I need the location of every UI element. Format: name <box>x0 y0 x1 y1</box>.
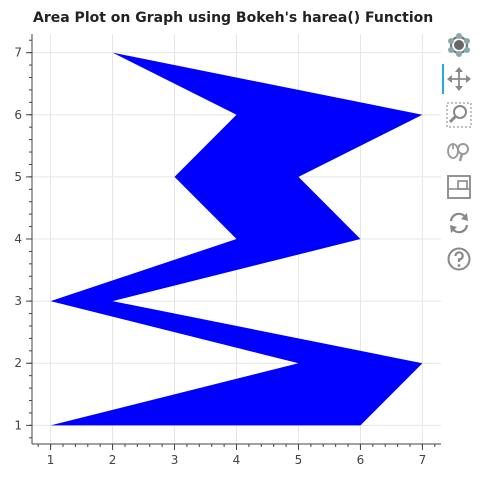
x-tick-label: 7 <box>419 453 427 467</box>
pan-tool-icon[interactable] <box>446 66 472 92</box>
y-tick-label: 4 <box>14 232 22 246</box>
y-tick-label: 7 <box>14 46 22 60</box>
help-tool-icon[interactable] <box>446 246 472 272</box>
y-tick-label: 2 <box>14 356 22 370</box>
axes: 1 2 3 4 5 6 7 1 2 3 4 5 6 7 <box>14 34 441 467</box>
wheel-zoom-tool-icon[interactable] <box>446 138 472 164</box>
x-tick-label: 6 <box>357 453 365 467</box>
bokeh-logo-icon[interactable] <box>446 32 472 58</box>
harea-polygon <box>50 52 423 426</box>
y-tick-label: 6 <box>14 108 22 122</box>
y-tick-label: 3 <box>14 294 22 308</box>
reset-tool-icon[interactable] <box>446 210 472 236</box>
active-tool-indicator <box>442 64 444 94</box>
x-tick-label: 2 <box>109 453 117 467</box>
chart-title: Area Plot on Graph using Bokeh's harea()… <box>33 10 434 26</box>
y-tick-label: 5 <box>14 170 22 184</box>
x-tick-label: 5 <box>295 453 303 467</box>
y-tick-label: 1 <box>14 418 22 432</box>
x-tick-label: 3 <box>171 453 179 467</box>
save-tool-icon[interactable] <box>446 174 472 200</box>
box-zoom-tool-icon[interactable] <box>446 102 472 128</box>
area-series <box>50 52 423 426</box>
x-tick-label: 1 <box>47 453 55 467</box>
x-tick-label: 4 <box>233 453 241 467</box>
